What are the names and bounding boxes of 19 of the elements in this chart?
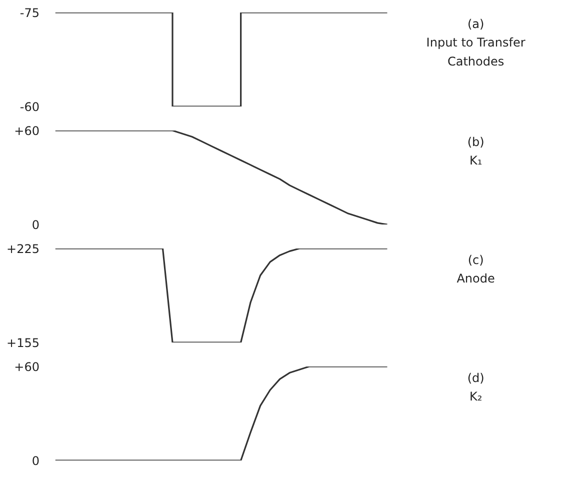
y-tick-label: +60 — [14, 124, 40, 138]
text: Anode — [456, 272, 495, 286]
y-tick-label: 0 — [32, 454, 40, 468]
y-tick-label: +155 — [6, 336, 40, 350]
line-series — [54, 366, 388, 460]
line-series — [54, 130, 388, 224]
y-tick-label: -75 — [20, 6, 40, 20]
line-series — [54, 248, 388, 342]
y-tick-label: 0 — [32, 218, 40, 232]
text: K₂ — [469, 390, 482, 404]
text: (c) — [468, 252, 484, 267]
y-tick-label: -60 — [20, 100, 40, 114]
text: (d) — [467, 370, 484, 385]
y-tick-label: +60 — [14, 360, 40, 374]
text: K₁ — [469, 154, 482, 168]
text: Input to Transfer Cathodes — [426, 36, 526, 68]
y-tick-label: +225 — [6, 242, 40, 256]
text: (a) — [467, 16, 484, 31]
text: (b) — [467, 134, 484, 149]
